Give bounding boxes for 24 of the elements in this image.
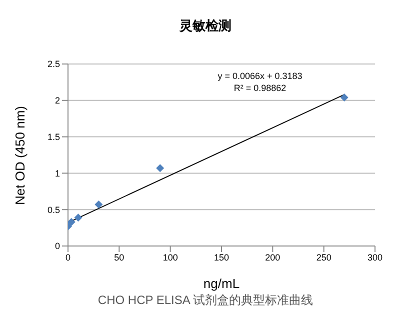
point [68, 218, 76, 226]
annotation: R² = 0.98862 [232, 83, 288, 93]
annotation: y = 0.0066x + 0.3183 [216, 71, 304, 81]
text: CHO HCP ELISA 试剂盒的典型标准曲线 [96, 292, 314, 309]
point [156, 164, 164, 172]
point [74, 214, 82, 222]
x-tick-label: 300 [367, 252, 383, 262]
chart-title: 灵敏检测 [178, 17, 232, 35]
y-axis-title: Net OD (450 nm) [12, 106, 28, 205]
x-tick-label: 150 [214, 252, 230, 262]
y-tick-label: 1 [54, 168, 60, 178]
y-tick-label: 0.5 [47, 204, 60, 215]
y-tick-label: 2 [54, 96, 60, 106]
x-axis-title: ng/mL [203, 276, 240, 291]
y-tick-label: 0 [54, 241, 60, 252]
point [94, 200, 103, 209]
point [340, 93, 348, 102]
y-tick-label: 1.5 [47, 132, 60, 142]
x-tick-label: 200 [265, 252, 280, 262]
y-tick-label: 2.5 [47, 59, 60, 70]
x-tick-label: 50 [114, 252, 124, 262]
x-tick-label: 100 [162, 252, 178, 262]
x-tick-label: 0 [65, 252, 71, 262]
x-tick-label: 250 [316, 252, 332, 262]
